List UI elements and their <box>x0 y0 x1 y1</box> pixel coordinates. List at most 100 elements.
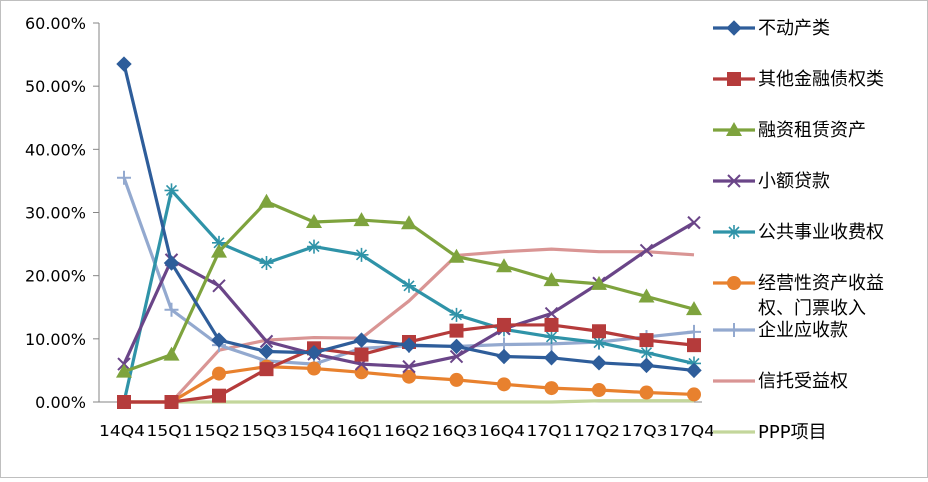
legend-item: 小额贷款 <box>713 171 830 192</box>
data-point <box>164 183 179 198</box>
data-point <box>449 372 464 387</box>
data-point <box>401 215 417 230</box>
series-2 <box>116 193 702 378</box>
data-point <box>639 345 654 360</box>
data-point <box>591 275 607 290</box>
data-point <box>639 333 654 348</box>
data-point <box>639 385 654 400</box>
x-tick-label: 16Q3 <box>432 422 478 440</box>
legend-label: 信托受益权 <box>758 371 848 392</box>
data-point <box>307 361 321 376</box>
data-point <box>727 276 741 290</box>
x-tick-label: 16Q1 <box>337 422 383 440</box>
legend-item: 不动产类 <box>713 18 830 39</box>
data-point <box>591 355 607 371</box>
x-tick-label: 17Q1 <box>527 422 573 440</box>
legend-item: 公共事业收费权 <box>713 222 884 243</box>
series-0 <box>116 56 702 379</box>
data-point <box>544 329 559 344</box>
data-point <box>727 72 741 86</box>
data-point <box>687 387 701 402</box>
data-point <box>259 334 274 349</box>
data-point <box>164 302 179 317</box>
data-point <box>354 347 369 362</box>
data-point <box>638 288 655 303</box>
data-point <box>212 366 226 381</box>
data-point <box>259 256 274 271</box>
data-point <box>592 324 606 339</box>
legend-label: 融资租赁资产 <box>758 120 866 141</box>
x-tick-label: 15Q1 <box>147 422 193 440</box>
legend-label: 小额贷款 <box>758 171 830 192</box>
x-tick-label: 16Q4 <box>479 422 525 440</box>
data-point <box>212 388 226 403</box>
data-point <box>543 272 560 287</box>
series-8 <box>124 399 694 404</box>
legend-item: 企业应收款 <box>713 320 848 341</box>
y-tick-label: 0.00% <box>35 393 86 412</box>
series-line <box>124 399 694 404</box>
legend-item: PPP项目 <box>713 422 827 443</box>
y-tick-label: 50.00% <box>25 77 86 96</box>
data-point <box>402 359 416 374</box>
data-point <box>401 337 417 353</box>
legend-label: 公共事业收费权 <box>758 222 884 243</box>
data-point <box>727 174 741 188</box>
data-point <box>543 350 560 366</box>
data-point <box>353 212 370 227</box>
data-point <box>449 307 464 322</box>
data-point <box>449 323 464 338</box>
data-point <box>258 193 275 208</box>
data-point <box>687 215 701 230</box>
data-point <box>687 338 701 353</box>
data-point <box>163 346 180 361</box>
data-point <box>544 306 559 321</box>
legend-label: PPP项目 <box>758 422 827 443</box>
data-point <box>211 332 227 348</box>
data-point <box>117 395 131 409</box>
data-point <box>496 258 512 273</box>
legend-item: 其他金融债权类 <box>713 69 884 90</box>
x-tick-label: 14Q4 <box>99 422 145 440</box>
data-point <box>306 345 322 361</box>
data-point <box>306 213 322 228</box>
data-point <box>449 349 464 364</box>
data-point <box>117 170 131 185</box>
legend-label-line2: 权、门票收入 <box>758 298 866 319</box>
data-point <box>592 335 606 350</box>
legend-item: 信托受益权 <box>713 371 848 392</box>
data-point <box>212 235 226 250</box>
legend-item: 融资租赁资产 <box>713 120 866 141</box>
data-point <box>686 362 702 379</box>
legend-label: 经营性资产收益 <box>758 273 884 294</box>
data-point <box>496 348 512 365</box>
data-point <box>354 247 369 262</box>
data-point <box>686 301 702 316</box>
data-point <box>638 357 655 374</box>
x-tick-label: 16Q2 <box>384 422 430 440</box>
data-point <box>164 395 179 409</box>
y-tick-label: 20.00% <box>25 267 86 286</box>
legend-label: 不动产类 <box>758 18 830 39</box>
data-point <box>116 363 132 378</box>
x-tick-label: 15Q3 <box>242 422 288 440</box>
data-point <box>448 338 465 355</box>
x-tick-label: 15Q4 <box>289 422 335 440</box>
legend-label: 其他金融债权类 <box>758 69 884 90</box>
x-tick-label: 15Q2 <box>194 422 240 440</box>
x-tick-label: 17Q3 <box>622 422 668 440</box>
data-point <box>402 369 416 384</box>
legend: 不动产类其他金融债权类融资租赁资产小额贷款公共事业收费权经营性资产收益权、门票收… <box>713 18 884 443</box>
data-point <box>402 278 416 293</box>
x-tick-label: 17Q2 <box>574 422 620 440</box>
data-point <box>307 239 321 254</box>
data-point <box>726 122 742 136</box>
data-point <box>497 377 511 392</box>
y-axis: 0.00% 10.00% 20.00% 30.00% 40.00% 50.00% 60.00… <box>25 14 100 412</box>
data-point <box>639 243 654 258</box>
y-tick-label: 60.00% <box>25 14 86 33</box>
